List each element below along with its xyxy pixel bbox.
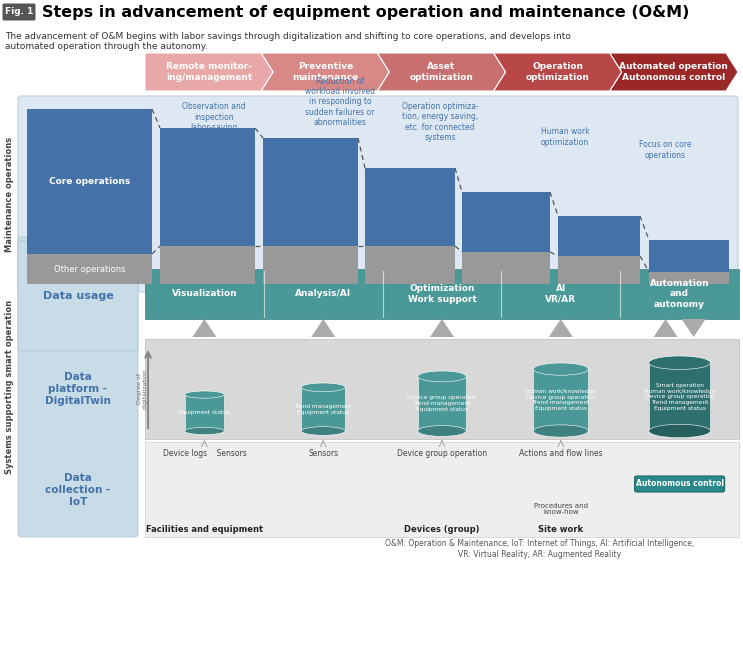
Text: Preventive
maintenance: Preventive maintenance: [292, 62, 358, 81]
Text: O&M: Operation & Maintenance, IoT: Internet of Things, AI: Artificial Intelligen: O&M: Operation & Maintenance, IoT: Inter…: [386, 539, 695, 558]
Text: Equipment status: Equipment status: [178, 411, 230, 415]
Ellipse shape: [649, 424, 710, 438]
Text: Degree of
digitalization: Degree of digitalization: [137, 369, 147, 409]
Bar: [649, 272, 729, 284]
FancyBboxPatch shape: [18, 96, 738, 292]
Text: Smart operation
Human work/knowledge
Device group operation
Trend management
Equ: Smart operation Human work/knowledge Dev…: [644, 383, 716, 411]
Polygon shape: [192, 319, 216, 337]
Text: Device logs    Sensors: Device logs Sensors: [163, 449, 246, 459]
Text: Systems supporting smart operation: Systems supporting smart operation: [5, 300, 15, 474]
Ellipse shape: [301, 383, 345, 392]
Bar: [365, 246, 455, 284]
Text: Sensors: Sensors: [308, 449, 338, 459]
Text: Optimization
Work support: Optimization Work support: [408, 284, 476, 304]
Polygon shape: [311, 319, 335, 337]
Ellipse shape: [418, 426, 466, 436]
Text: Devices (group): Devices (group): [404, 524, 480, 533]
Ellipse shape: [533, 363, 588, 375]
FancyBboxPatch shape: [2, 3, 36, 20]
Text: Operation optimiza-
tion, energy saving,
etc. for connected
systems: Operation optimiza- tion, energy saving,…: [402, 102, 478, 142]
Bar: [301, 388, 345, 431]
Bar: [649, 240, 729, 272]
Text: Data
platform -
DigitalTwin: Data platform - DigitalTwin: [45, 373, 111, 405]
Polygon shape: [145, 53, 273, 91]
Text: Actions and flow lines: Actions and flow lines: [519, 449, 603, 459]
Ellipse shape: [649, 356, 710, 369]
Text: Other operations: Other operations: [53, 265, 126, 273]
Bar: [558, 256, 640, 284]
Text: Remote monitor-
ing/management: Remote monitor- ing/management: [166, 62, 252, 81]
Ellipse shape: [533, 425, 588, 437]
Text: Focus on core
operations: Focus on core operations: [639, 141, 691, 160]
Text: Autonomous control: Autonomous control: [635, 480, 724, 489]
Polygon shape: [493, 53, 622, 91]
Text: Data usage: Data usage: [42, 291, 114, 301]
Ellipse shape: [184, 428, 224, 434]
Polygon shape: [681, 319, 706, 337]
FancyBboxPatch shape: [18, 237, 138, 537]
Text: Human work
optimization: Human work optimization: [541, 127, 589, 147]
Text: Fig. 1: Fig. 1: [4, 7, 33, 16]
Text: Conventional
approach: Conventional approach: [34, 110, 116, 132]
Bar: [145, 339, 739, 439]
Text: Human work/knowledge
Device group operation
Trend management
Equipment status: Human work/knowledge Device group operat…: [525, 389, 597, 411]
Text: Automation
and
autonomy: Automation and autonomy: [650, 279, 710, 309]
Text: Device group operation: Device group operation: [397, 449, 487, 459]
Polygon shape: [549, 319, 573, 337]
Text: Automated operation
Autonomous control: Automated operation Autonomous control: [620, 62, 728, 81]
FancyBboxPatch shape: [18, 241, 138, 351]
Text: The advancement of O&M begins with labor savings through digitalization and shif: The advancement of O&M begins with labor…: [5, 32, 571, 51]
Text: Device group operation
Trend management
Equipment status: Device group operation Trend management …: [407, 396, 477, 412]
Text: Core operations: Core operations: [49, 177, 130, 186]
Bar: [462, 192, 550, 252]
Bar: [145, 442, 739, 537]
Text: Operation
optimization: Operation optimization: [526, 62, 590, 81]
Text: Procedures and
know-how: Procedures and know-how: [533, 503, 588, 516]
Polygon shape: [430, 319, 454, 337]
Text: Asset
optimization: Asset optimization: [409, 62, 473, 81]
Bar: [365, 168, 455, 246]
Bar: [27, 254, 152, 284]
Polygon shape: [262, 53, 389, 91]
Polygon shape: [654, 319, 678, 337]
Bar: [145, 269, 739, 319]
Text: Data
collection -
IoT: Data collection - IoT: [45, 474, 111, 507]
Text: Analysis/AI: Analysis/AI: [295, 290, 351, 298]
Bar: [418, 376, 466, 431]
Text: Visualization: Visualization: [172, 290, 237, 298]
Text: Observation and
inspection
labor-saving: Observation and inspection labor-saving: [182, 102, 246, 132]
Bar: [533, 369, 588, 431]
Bar: [462, 252, 550, 284]
Text: Site work: Site work: [538, 524, 583, 533]
Bar: [160, 128, 255, 246]
Polygon shape: [377, 53, 505, 91]
Text: Trend management
Equipment status: Trend management Equipment status: [294, 404, 352, 415]
Text: Facilities and equipment: Facilities and equipment: [146, 524, 263, 533]
Text: AI
VR/AR: AI VR/AR: [545, 284, 577, 304]
Text: Steps in advancement of equipment operation and maintenance (O&M): Steps in advancement of equipment operat…: [42, 5, 690, 20]
Text: Maintenance operations: Maintenance operations: [5, 137, 15, 252]
Bar: [263, 246, 358, 284]
Ellipse shape: [184, 391, 224, 398]
Ellipse shape: [418, 371, 466, 382]
Bar: [558, 216, 640, 256]
Bar: [649, 363, 710, 431]
FancyBboxPatch shape: [635, 476, 724, 492]
Bar: [184, 395, 224, 431]
Polygon shape: [610, 53, 738, 91]
Ellipse shape: [301, 426, 345, 436]
Bar: [263, 138, 358, 246]
Bar: [160, 246, 255, 284]
Text: Reduction of
workload involved
in responding to
sudden failures or
abnormalities: Reduction of workload involved in respon…: [305, 77, 375, 127]
Bar: [27, 109, 152, 254]
